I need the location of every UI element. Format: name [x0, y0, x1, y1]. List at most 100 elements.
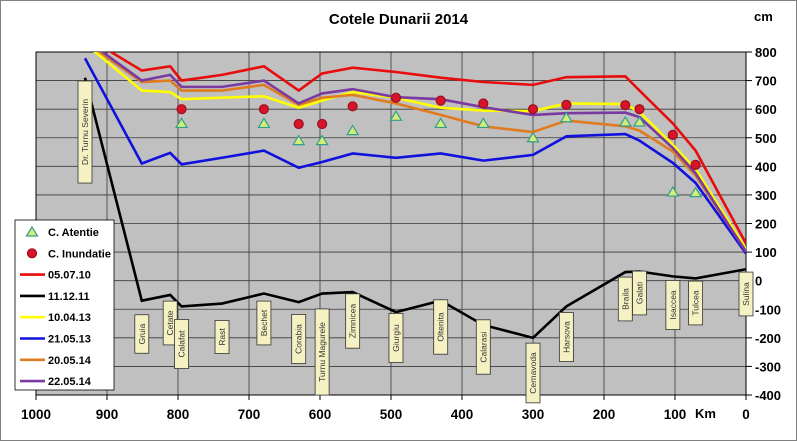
y-tick-label: 600	[755, 102, 777, 117]
station-label-text: Oltenita	[436, 312, 446, 342]
atentie-marker	[174, 117, 189, 129]
atentie-marker	[689, 186, 703, 198]
inundatie-marker	[347, 101, 358, 112]
atentie-marker	[559, 111, 573, 123]
station-label-text: Isaccea	[668, 290, 678, 320]
station-label-text: Cetate	[165, 310, 175, 335]
station-label-text: Dr. Turnu Severin	[80, 99, 90, 165]
station-label: Oltenita	[433, 299, 449, 355]
y-tick-label: 100	[755, 245, 777, 260]
station-label: Gruia	[134, 314, 150, 354]
station-label: Giurgiu	[388, 313, 404, 363]
series-line-05.07.10	[108, 52, 746, 245]
inundatie-marker	[690, 159, 701, 171]
axis-labels: 8007006005004003002001000-100-200-300-40…	[21, 45, 781, 422]
y-tick-label: 400	[755, 159, 777, 174]
inundatie-marker	[317, 118, 328, 130]
atentie-marker	[292, 134, 306, 146]
station-label: Isaccea	[665, 280, 681, 330]
y-tick-label: -400	[755, 388, 781, 403]
inundatie-marker	[390, 92, 402, 103]
atentie-marker	[346, 124, 360, 136]
station-label-text: Gruia	[137, 323, 147, 344]
station-label: Sulina	[738, 271, 754, 317]
legend-label: 20.05.14	[48, 355, 92, 367]
inundatie-marker	[176, 104, 187, 115]
x-axis-unit-label: Km	[695, 406, 716, 421]
legend-label: 11.12.11	[48, 291, 90, 303]
atentie-marker	[389, 110, 403, 121]
inundatie-marker	[527, 104, 539, 115]
station-label: Harsova	[558, 312, 574, 362]
chart-title: Cotele Dunarii 2014	[328, 11, 469, 28]
x-tick-label: 1000	[21, 407, 51, 422]
y-tick-label: 800	[755, 45, 777, 60]
atentie-marker	[618, 115, 632, 127]
series-line-21.05.13	[83, 57, 746, 255]
legend-label: 05.07.10	[48, 270, 91, 282]
y-tick-label: -100	[755, 302, 781, 317]
y-tick-label: -300	[755, 359, 781, 374]
station-label: Cernavoda	[525, 342, 541, 404]
station-label-text: Rast	[217, 328, 227, 346]
threshold-markers	[174, 92, 703, 198]
station-label-text: Corabia	[294, 324, 304, 354]
station-label-text: Calarasi	[478, 331, 488, 362]
inundatie-marker	[258, 104, 270, 115]
inundatie-marker	[667, 129, 678, 140]
station-label-text: Galati	[635, 282, 645, 304]
station-label: Galati	[632, 270, 647, 316]
station-label-text: Cernavoda	[528, 352, 538, 394]
legend-label: 22.05.14	[48, 376, 92, 388]
x-tick-label: 400	[451, 407, 474, 422]
station-label: Braila	[617, 276, 633, 322]
station-label-text: Braila	[620, 288, 630, 310]
atentie-marker	[315, 134, 329, 146]
station-label: Bechet	[256, 300, 272, 346]
station-label-text: Giurgiu	[391, 324, 401, 352]
station-label: Dr. Turnu Severin	[77, 80, 93, 184]
x-tick-label: 500	[380, 407, 403, 422]
x-tick-label: 800	[167, 407, 190, 422]
inundatie-marker	[293, 118, 304, 130]
station-label: Calarasi	[475, 319, 491, 375]
x-tick-label: 300	[522, 407, 545, 422]
station-label: Rast	[214, 319, 230, 354]
atentie-marker	[632, 115, 647, 127]
x-tick-label: 100	[664, 407, 687, 422]
atentie-marker	[526, 131, 540, 143]
y-tick-label: 200	[755, 217, 777, 232]
y-tick-label: 500	[755, 131, 777, 146]
station-label-text: Bechet	[259, 309, 269, 336]
legend-label: 10.04.13	[48, 312, 91, 324]
station-label: Corabia	[291, 314, 307, 364]
atentie-marker	[666, 185, 680, 197]
inundatie-marker	[561, 99, 572, 110]
x-tick-label: 600	[309, 407, 332, 422]
inundatie-marker	[478, 98, 489, 109]
series-line-20.05.14	[96, 52, 746, 252]
atentie-marker	[25, 225, 39, 237]
y-tick-label: 0	[755, 274, 762, 289]
inundatie-marker	[634, 104, 645, 115]
x-tick-label: 700	[238, 407, 261, 422]
legend-label: C. Atentie	[48, 227, 99, 239]
legend-label: C. Inundatie	[48, 248, 111, 260]
station-label-text: Tulcea	[691, 290, 701, 315]
atentie-marker	[434, 117, 448, 129]
atentie-marker	[476, 117, 490, 129]
station-label-text: Zimnicea	[348, 303, 358, 338]
x-tick-label: 900	[96, 407, 119, 422]
inundatie-marker	[620, 100, 631, 111]
legend: C. Atentie C. Inundatie 05.07.10 11.12.11 10…	[14, 219, 115, 391]
inundatie-marker	[435, 95, 446, 106]
legend-label: 21.05.13	[48, 334, 91, 346]
y-tick-label: -200	[755, 331, 781, 346]
station-label: Calafat	[174, 319, 189, 369]
y-axis-unit-label: cm	[754, 9, 773, 24]
y-tick-label: 700	[755, 74, 777, 89]
inundatie-marker	[26, 248, 38, 259]
